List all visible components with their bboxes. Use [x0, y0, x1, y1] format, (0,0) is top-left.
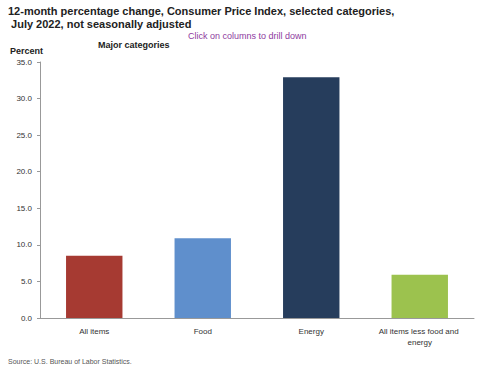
svg-text:35.0: 35.0	[16, 58, 32, 67]
svg-text:15.0: 15.0	[16, 204, 32, 213]
svg-text:energy: energy	[408, 338, 432, 347]
svg-text:25.0: 25.0	[16, 131, 32, 140]
svg-text:Click on columns to drill down: Click on columns to drill down	[188, 31, 307, 41]
svg-text:All items: All items	[79, 327, 109, 336]
svg-text:10.0: 10.0	[16, 240, 32, 249]
svg-text:Percent: Percent	[10, 46, 43, 56]
svg-text:All items less food and: All items less food and	[379, 327, 461, 336]
svg-text:20.0: 20.0	[16, 167, 32, 176]
svg-text:Food: Food	[194, 327, 212, 336]
svg-text:July 2022, not seasonally adju: July 2022, not seasonally adjusted	[8, 18, 191, 30]
svg-text:Energy: Energy	[299, 327, 324, 336]
svg-text:Major categories: Major categories	[98, 40, 170, 50]
svg-text:0.0: 0.0	[21, 314, 33, 323]
svg-text:5.0: 5.0	[21, 277, 33, 286]
svg-text:30.0: 30.0	[16, 94, 32, 103]
svg-text:12-month percentage change, Co: 12-month percentage change, Consumer Pri…	[8, 5, 394, 17]
svg-text:Source: U.S. Bureau of Labor S: Source: U.S. Bureau of Labor Statistics.	[8, 358, 132, 365]
